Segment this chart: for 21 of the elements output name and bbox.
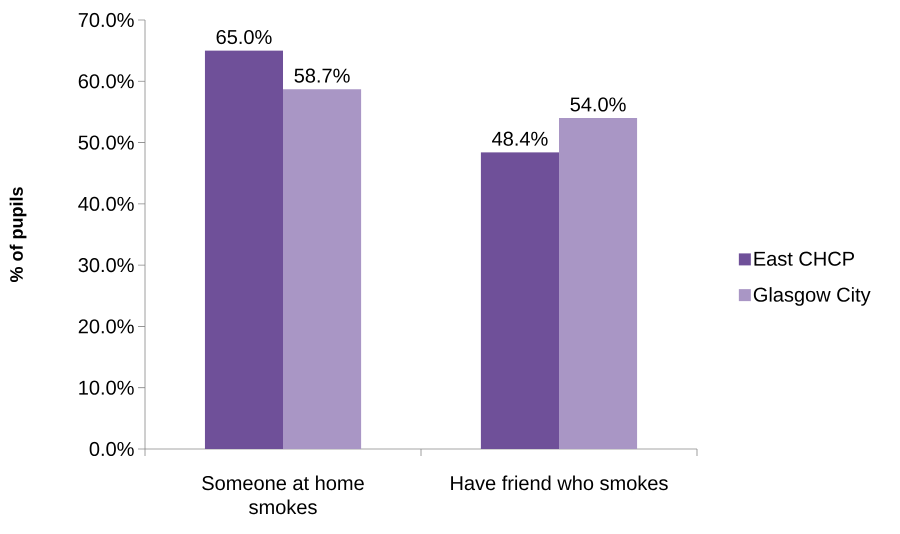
y-tick-label: 0.0% xyxy=(90,442,134,456)
x-tick-label: Someone at home smokes xyxy=(202,476,364,514)
legend-label: Glasgow City xyxy=(754,287,871,306)
legend-label: East CHCP xyxy=(754,252,854,266)
bar xyxy=(283,89,362,449)
bar xyxy=(480,152,559,449)
y-tick-label: 40.0% xyxy=(78,196,134,211)
bar xyxy=(559,118,638,449)
data-label: 54.0% xyxy=(570,97,626,112)
y-tick-label: 70.0% xyxy=(78,12,134,28)
bar xyxy=(204,50,284,449)
y-tick-label: 20.0% xyxy=(78,319,134,334)
data-label: 48.4% xyxy=(492,132,548,146)
x-tick-label: Have friend who smokes xyxy=(451,476,668,490)
data-label: 65.0% xyxy=(216,30,272,44)
y-tick-label: 60.0% xyxy=(78,74,134,88)
data-label: 58.7% xyxy=(294,68,350,83)
y-tick-label: 50.0% xyxy=(78,135,134,150)
y-axis-title: % of pupils xyxy=(10,187,26,282)
y-tick-label: 30.0% xyxy=(78,258,134,272)
y-tick-label: 10.0% xyxy=(79,380,134,395)
